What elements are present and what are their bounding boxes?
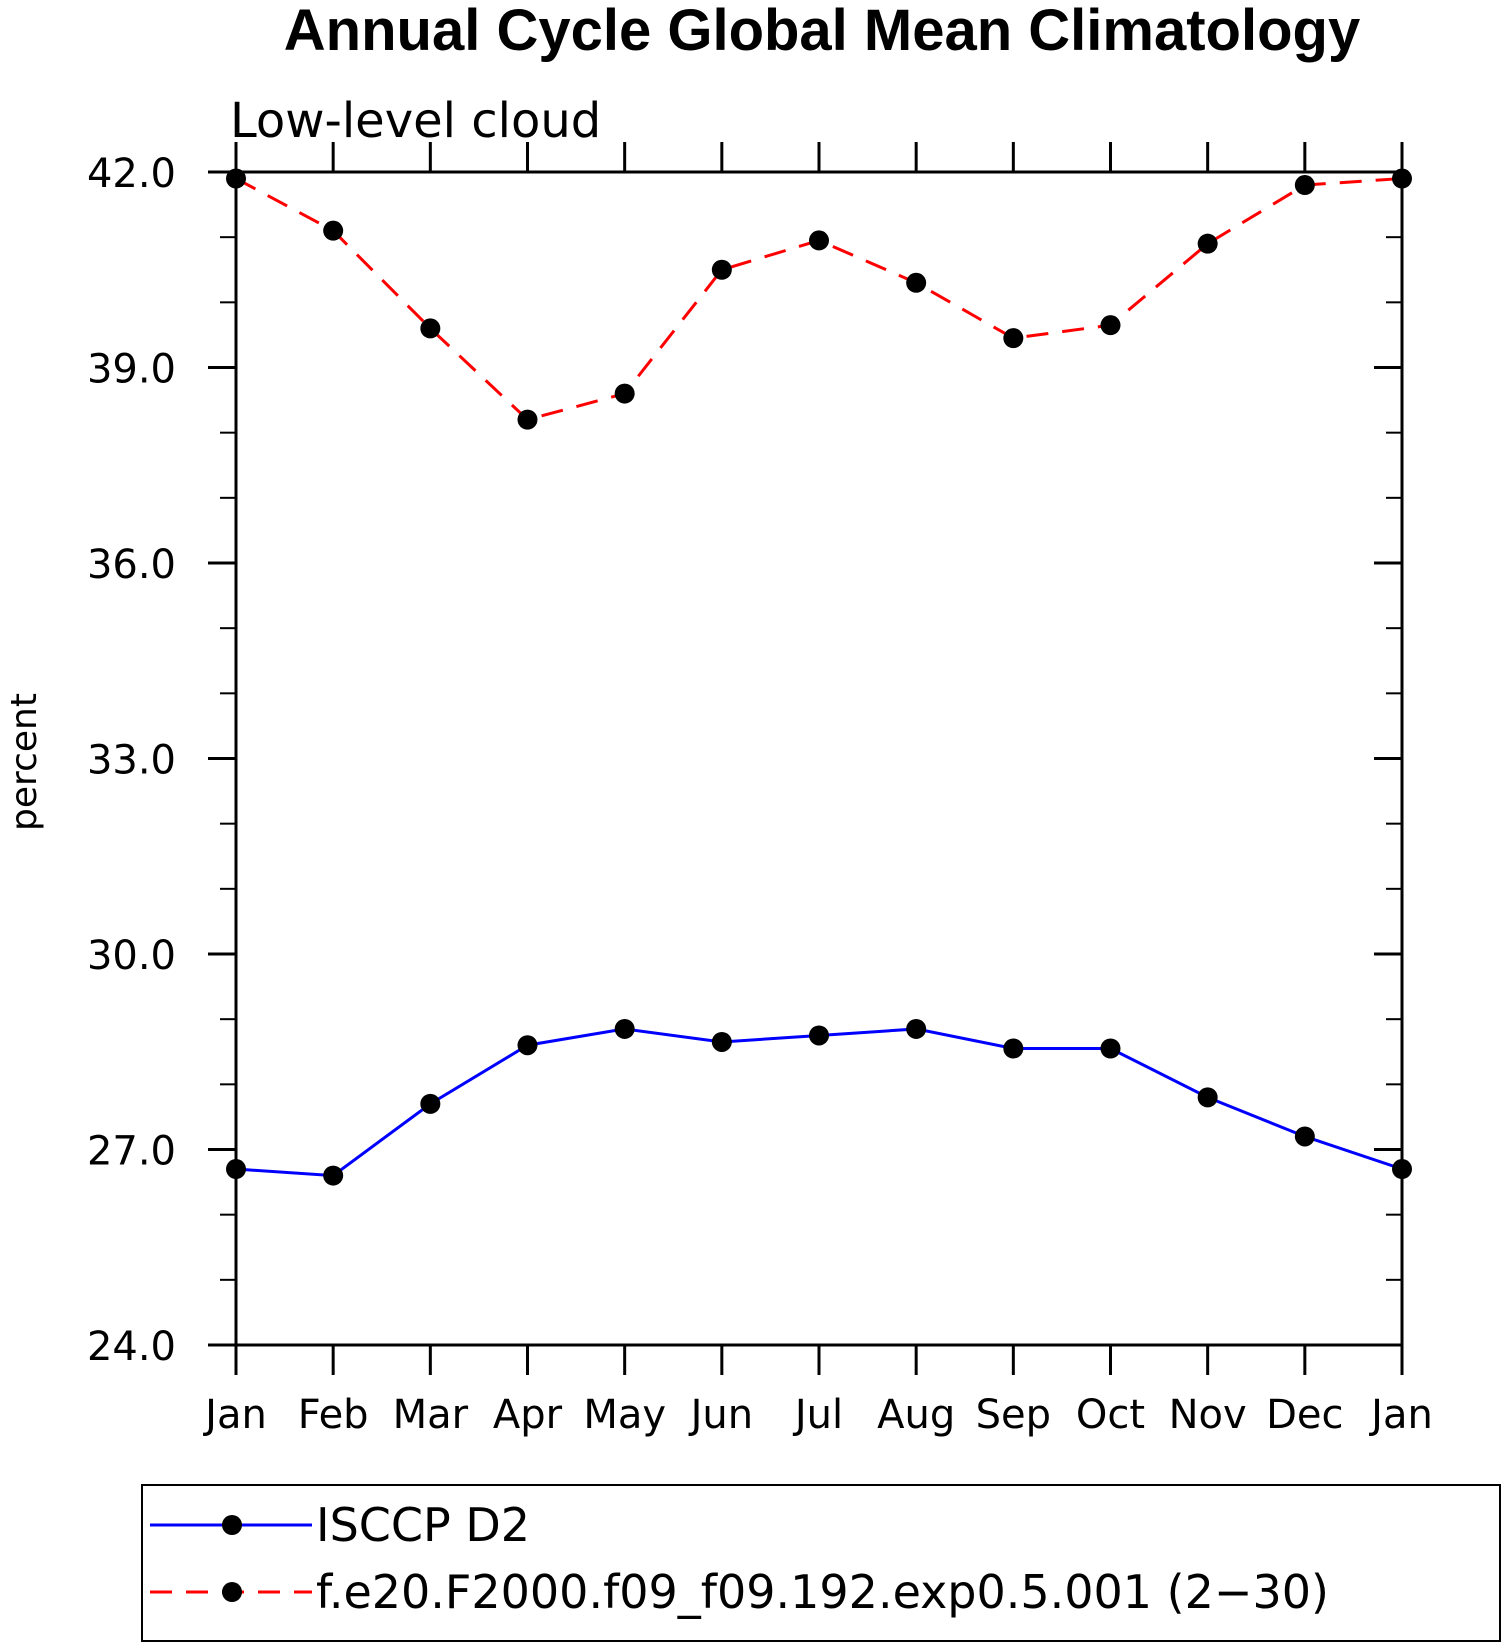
x-tick-label: Apr: [493, 1392, 563, 1438]
x-tick-label: Jul: [792, 1392, 843, 1438]
x-tick-label: May: [583, 1392, 666, 1438]
series-point: [614, 383, 635, 404]
y-tick-label: 39.0: [87, 347, 176, 393]
x-tick-label: Sep: [976, 1392, 1051, 1438]
y-tick-label: 36.0: [87, 542, 176, 588]
series-line: [235, 1027, 1403, 1178]
y-tick-labels: 24.0 27.0 30.0 33.0 36.0 39.0 42.0: [87, 151, 176, 1370]
series-line: [235, 177, 1403, 422]
series-point: [1003, 328, 1024, 349]
series-point: [1392, 168, 1412, 189]
series-point: [420, 318, 441, 339]
series-point: [226, 1159, 246, 1180]
series-point: [517, 409, 538, 430]
series-point: [1003, 1038, 1024, 1059]
legend-label: ISCCP D2: [316, 1498, 530, 1552]
series-point: [517, 1035, 538, 1056]
y-axis-label: percent: [4, 693, 45, 831]
x-tick-label: Nov: [1169, 1392, 1247, 1438]
x-tick-label: Jun: [688, 1392, 754, 1438]
series-layer: [226, 168, 1412, 1186]
y-tick-label: 30.0: [87, 933, 176, 979]
series-point: [226, 168, 246, 189]
series-point: [420, 1093, 441, 1114]
series-point: [809, 1025, 829, 1046]
series-point: [1100, 1038, 1121, 1059]
x-tick-label: Aug: [877, 1392, 955, 1438]
series-point: [614, 1018, 635, 1039]
y-tick-label: 24.0: [87, 1324, 176, 1370]
y-tick-label: 42.0: [87, 151, 176, 197]
series-point: [1100, 315, 1121, 336]
x-tick-label: Mar: [393, 1392, 469, 1438]
y-tick-label: 33.0: [87, 738, 176, 784]
series-point: [323, 220, 344, 241]
legend-swatch-marker: [222, 1515, 242, 1535]
legend-swatch-marker: [222, 1582, 242, 1602]
series-point: [906, 1018, 927, 1039]
series-point: [1197, 233, 1218, 254]
legend: ISCCP D2 f.e20.F2000.f09_f09.192.exp0.5.0…: [141, 1484, 1501, 1642]
axis-ticks: [208, 142, 1404, 1375]
legend-label: f.e20.F2000.f09_f09.192.exp0.5.001 (2−30…: [316, 1565, 1329, 1619]
legend-items: ISCCP D2 f.e20.F2000.f09_f09.192.exp0.5.0…: [150, 1498, 1329, 1619]
chart-title: Annual Cycle Global Mean Climatology: [284, 0, 1360, 63]
x-tick-label: Dec: [1266, 1392, 1343, 1438]
series-point: [1294, 175, 1315, 196]
y-tick-label: 27.0: [87, 1129, 176, 1175]
plot-frame: [234, 170, 1404, 1347]
x-tick-labels: Jan Feb Mar Apr May Jun Jul Aug Sep Oct Nov Dec Jan: [202, 1392, 1433, 1438]
x-tick-label: Jan: [202, 1392, 267, 1438]
series-point: [1294, 1126, 1315, 1147]
x-tick-label: Jan: [1368, 1392, 1433, 1438]
series-point: [1197, 1087, 1218, 1108]
x-tick-label: Feb: [298, 1392, 369, 1438]
chart-subtitle: Low-level cloud: [230, 93, 601, 149]
legend-box: [141, 1484, 1501, 1642]
series-point: [323, 1165, 344, 1186]
series-point: [1392, 1159, 1412, 1180]
series-point: [906, 272, 927, 293]
x-tick-label: Oct: [1076, 1392, 1145, 1438]
series-point: [711, 259, 732, 280]
series-point: [711, 1031, 732, 1052]
series-point: [809, 230, 829, 251]
